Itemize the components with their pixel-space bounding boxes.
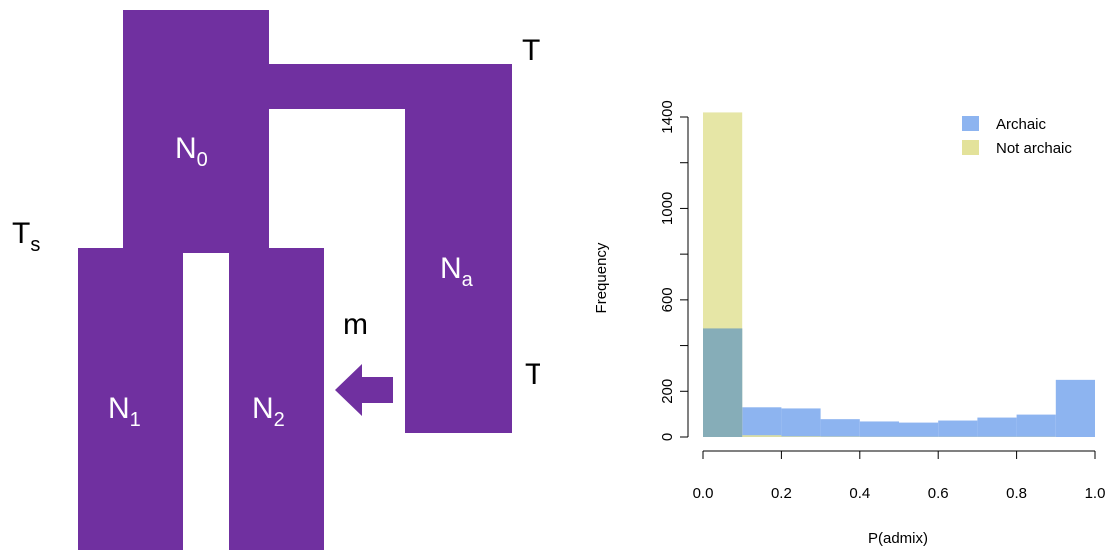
bar-archaic-3 (820, 419, 860, 437)
x-tick-label: 0.4 (849, 485, 870, 502)
legend-swatch-1 (962, 140, 979, 155)
bar-archaic-5 (899, 422, 939, 437)
time-label-t0: T0 (522, 34, 540, 73)
population-shapes (78, 10, 512, 550)
time-label-ta: Ta (525, 358, 540, 397)
left-arrow-icon (335, 364, 393, 416)
legend-label-1: Not archaic (996, 140, 1072, 157)
x-tick-label: 0.8 (1006, 485, 1027, 502)
population-model-diagram: N0 Na N1 N2 T0 Ts Ta m (12, 10, 540, 550)
population-split-block (78, 248, 324, 253)
bar-archaic-6 (938, 420, 978, 437)
chart-legend: Archaic Not archaic (962, 116, 1072, 157)
x-tick-label: 1.0 (1085, 485, 1106, 502)
x-tick-label: 0.2 (771, 485, 792, 502)
y-tick-label: 600 (659, 287, 676, 312)
time-label-ts: Ts (12, 217, 40, 256)
migration-label: m (343, 308, 368, 341)
y-tick-label: 0 (659, 433, 676, 441)
population-n0-block (123, 10, 269, 248)
bar-archaic-2 (781, 408, 821, 437)
y-tick-label: 1000 (659, 192, 676, 225)
x-tick-label: 0.0 (693, 485, 714, 502)
bar-archaic-8 (1016, 414, 1056, 437)
bar-not-archaic-2 (781, 436, 821, 437)
y-tick-label: 1400 (659, 100, 676, 133)
y-axis-label: Frequency (593, 242, 610, 313)
bar-archaic-4 (859, 421, 899, 437)
bar-archaic-1 (742, 407, 782, 437)
legend-label-0: Archaic (996, 116, 1047, 133)
x-axis-label: P(admix) (868, 530, 928, 547)
chart-axes: 0 200 600 1000 1400 0.0 0.2 0.4 0.6 0.8 1.0 (659, 100, 1105, 502)
histogram-chart: 0 200 600 1000 1400 0.0 0.2 0.4 0.6 0.8 1.0 P(admi… (593, 100, 1105, 547)
population-n1-block (78, 248, 183, 550)
bar-not-archaic-1 (742, 435, 782, 437)
bar-archaic-7 (977, 417, 1017, 437)
node-label-na: Na (440, 252, 474, 291)
population-na-block (405, 64, 512, 433)
y-tick-label: 200 (659, 379, 676, 404)
bar-archaic-9 (1055, 379, 1095, 437)
node-label-n1: N1 (108, 392, 141, 431)
x-tick-label: 0.6 (928, 485, 949, 502)
legend-swatch-0 (962, 116, 979, 131)
node-label-n2: N2 (252, 392, 285, 431)
population-n2-block (229, 248, 324, 550)
bar-overlap-0 (703, 328, 743, 437)
node-label-n0: N0 (175, 132, 208, 171)
histogram-bars (703, 112, 1095, 437)
